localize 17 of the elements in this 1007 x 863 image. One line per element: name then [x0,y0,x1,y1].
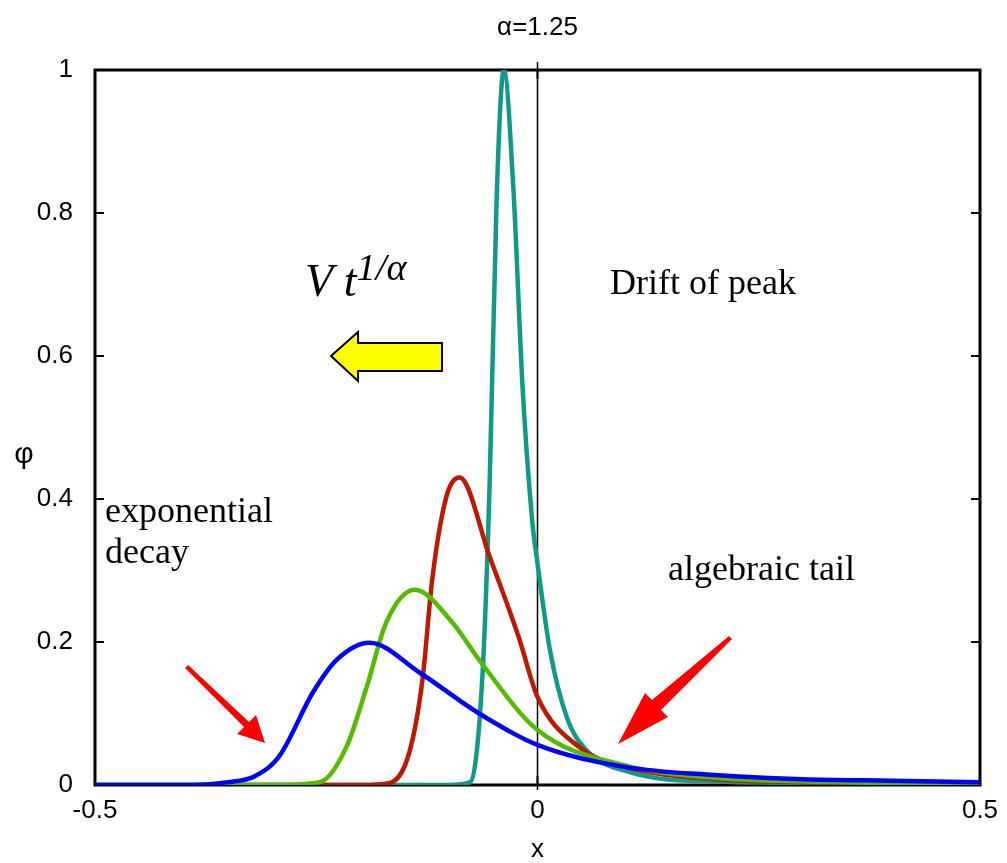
annotation: V t$^{1/α}$ [305,245,407,309]
annotation: exponential decay [105,490,274,573]
x-tick-label: 0.5 [961,793,999,824]
y-tick-label: 0.6 [36,339,73,370]
y-tick-label: 0.4 [36,482,73,513]
x-tick-label: 0 [530,793,545,824]
x-tick-label: -0.5 [72,793,118,824]
annotation: algebraic tail [668,548,855,590]
y-tick-label: 1 [58,53,73,84]
annotation: Drift of peak [610,262,796,304]
y-axis-title: φ [14,436,34,470]
line-series [95,640,980,785]
y-tick-label: 0.8 [36,196,73,227]
chart-title: α=1.25 [497,11,578,42]
y-tick-label: 0.2 [36,625,73,656]
x-axis-title: x [531,833,544,863]
y-tick-label: 0 [58,768,73,799]
